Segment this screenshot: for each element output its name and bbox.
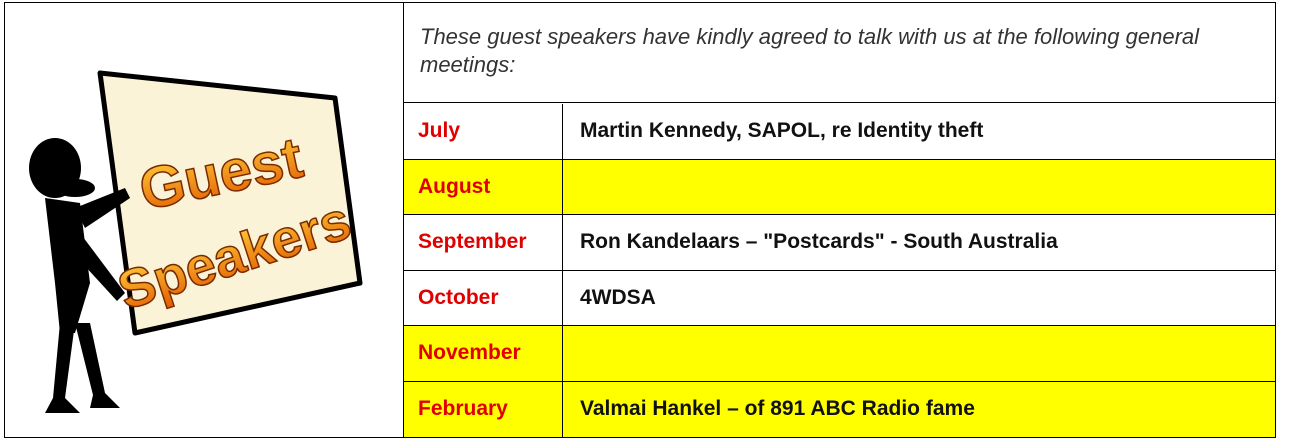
- table-row: August: [404, 160, 1275, 216]
- month-cell: August: [404, 160, 563, 215]
- guest-speakers-image: Guest Speakers: [5, 3, 404, 437]
- month-cell: February: [404, 382, 563, 438]
- table-row: November: [404, 326, 1275, 382]
- month-cell: July: [404, 104, 563, 159]
- speaker-cell: [564, 326, 1275, 381]
- speaker-cell: Ron Kandelaars – "Postcards" - South Aus…: [564, 215, 1275, 270]
- page: Guest Speakers These guest speakers have…: [0, 0, 1289, 445]
- speakers-table: Guest Speakers These guest speakers have…: [4, 2, 1276, 438]
- clipart: Guest Speakers: [5, 3, 403, 437]
- speaker-cell: [564, 160, 1275, 215]
- intro-text: These guest speakers have kindly agreed …: [404, 3, 1275, 103]
- speaker-cell: Martin Kennedy, SAPOL, re Identity theft: [564, 104, 1275, 159]
- speaker-cell: Valmai Hankel – of 891 ABC Radio fame: [564, 382, 1275, 438]
- month-cell: September: [404, 215, 563, 270]
- month-cell: November: [404, 326, 563, 381]
- speaker-cell: 4WDSA: [564, 271, 1275, 326]
- month-cell: October: [404, 271, 563, 326]
